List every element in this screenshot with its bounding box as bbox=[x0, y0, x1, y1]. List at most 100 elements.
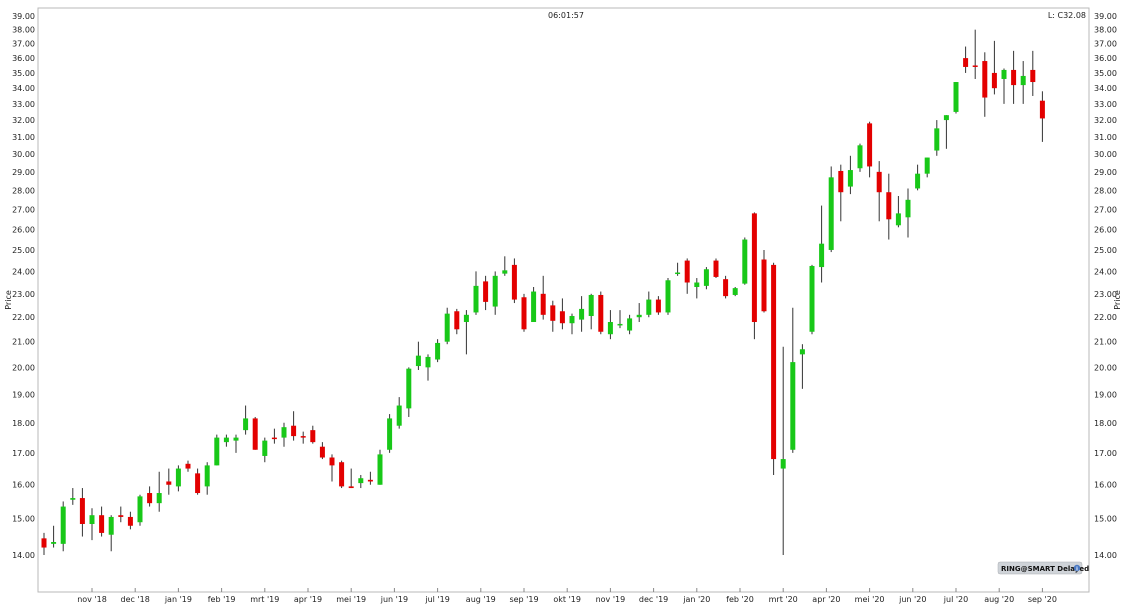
candle[interactable] bbox=[627, 314, 633, 335]
candle[interactable] bbox=[684, 258, 690, 294]
candle[interactable] bbox=[1030, 50, 1036, 96]
candle[interactable] bbox=[972, 29, 978, 79]
candle[interactable] bbox=[454, 308, 460, 335]
candle[interactable] bbox=[886, 173, 892, 240]
candle[interactable] bbox=[99, 506, 105, 537]
candle[interactable] bbox=[396, 397, 402, 429]
candle[interactable] bbox=[300, 431, 306, 444]
candle[interactable] bbox=[828, 166, 834, 253]
candle[interactable] bbox=[51, 525, 57, 548]
candle[interactable] bbox=[953, 82, 959, 114]
candle[interactable] bbox=[646, 291, 652, 318]
candle[interactable] bbox=[924, 157, 930, 178]
candle[interactable] bbox=[963, 46, 969, 73]
candle[interactable] bbox=[607, 310, 613, 340]
candle[interactable] bbox=[483, 275, 489, 311]
candle[interactable] bbox=[809, 264, 815, 335]
candle[interactable] bbox=[185, 460, 191, 472]
candle[interactable] bbox=[41, 532, 47, 555]
candle[interactable] bbox=[348, 468, 354, 489]
candle[interactable] bbox=[742, 237, 748, 285]
candle[interactable] bbox=[550, 300, 556, 332]
candle[interactable] bbox=[713, 258, 719, 279]
candle[interactable] bbox=[982, 52, 988, 117]
candle[interactable] bbox=[521, 293, 527, 332]
candle[interactable] bbox=[502, 256, 508, 276]
candle[interactable] bbox=[569, 313, 575, 335]
candle[interactable] bbox=[108, 515, 114, 552]
candle[interactable] bbox=[819, 205, 825, 283]
candle[interactable] bbox=[665, 278, 671, 315]
candle[interactable] bbox=[291, 411, 297, 441]
candle[interactable] bbox=[559, 298, 565, 330]
candle[interactable] bbox=[262, 437, 268, 463]
candle[interactable] bbox=[243, 405, 249, 435]
candle[interactable] bbox=[60, 501, 66, 552]
candle[interactable] bbox=[425, 354, 431, 381]
candle[interactable] bbox=[694, 278, 700, 299]
candle[interactable] bbox=[732, 287, 738, 297]
candle[interactable] bbox=[463, 310, 469, 355]
candle[interactable] bbox=[761, 249, 767, 313]
candle[interactable] bbox=[79, 488, 85, 537]
candle[interactable] bbox=[598, 291, 604, 335]
candle[interactable] bbox=[617, 310, 623, 329]
info-icon[interactable]: i bbox=[1073, 564, 1081, 573]
candle[interactable] bbox=[838, 164, 844, 222]
candle[interactable] bbox=[905, 188, 911, 238]
candle[interactable] bbox=[204, 462, 210, 495]
candle[interactable] bbox=[195, 468, 201, 495]
candle[interactable] bbox=[636, 303, 642, 323]
candle[interactable] bbox=[1001, 68, 1007, 104]
candle[interactable] bbox=[137, 494, 143, 526]
candle[interactable] bbox=[156, 471, 162, 512]
candle[interactable] bbox=[310, 425, 316, 444]
candle[interactable] bbox=[319, 442, 325, 460]
candle[interactable] bbox=[89, 508, 95, 541]
candle[interactable] bbox=[252, 416, 258, 450]
candle[interactable] bbox=[329, 454, 335, 482]
candle[interactable] bbox=[387, 414, 393, 453]
candle[interactable] bbox=[444, 307, 450, 345]
candle[interactable] bbox=[771, 262, 777, 475]
candle[interactable] bbox=[531, 287, 537, 323]
candle[interactable] bbox=[1011, 50, 1017, 104]
candle[interactable] bbox=[118, 506, 124, 523]
candle[interactable] bbox=[214, 434, 220, 466]
candle[interactable] bbox=[895, 195, 901, 228]
candle[interactable] bbox=[723, 275, 729, 299]
candle[interactable] bbox=[415, 341, 421, 370]
candle[interactable] bbox=[751, 212, 757, 340]
candle[interactable] bbox=[847, 155, 853, 195]
candle[interactable] bbox=[934, 120, 940, 156]
candle[interactable] bbox=[675, 262, 681, 276]
candle[interactable] bbox=[492, 271, 498, 315]
candle[interactable] bbox=[223, 434, 229, 447]
candle[interactable] bbox=[915, 164, 921, 191]
candle[interactable] bbox=[876, 161, 882, 222]
candle[interactable] bbox=[588, 293, 594, 330]
candle[interactable] bbox=[175, 465, 181, 492]
candle[interactable] bbox=[473, 271, 479, 315]
data-source-badge[interactable]: RING@SMART Delayed i bbox=[997, 561, 1089, 575]
candle[interactable] bbox=[799, 344, 805, 389]
candle[interactable] bbox=[271, 428, 277, 444]
candle[interactable] bbox=[991, 40, 997, 95]
candle[interactable] bbox=[377, 449, 383, 485]
candle[interactable] bbox=[147, 486, 153, 507]
candle[interactable] bbox=[943, 115, 949, 149]
candle[interactable] bbox=[435, 339, 441, 363]
candle[interactable] bbox=[780, 346, 786, 555]
candle[interactable] bbox=[406, 367, 412, 417]
candle[interactable] bbox=[1020, 61, 1026, 104]
candle[interactable] bbox=[233, 434, 239, 453]
candle[interactable] bbox=[655, 296, 661, 315]
candle[interactable] bbox=[367, 471, 373, 485]
candle[interactable] bbox=[790, 307, 796, 453]
candle[interactable] bbox=[166, 468, 172, 495]
candle[interactable] bbox=[1039, 91, 1045, 142]
candle[interactable] bbox=[540, 275, 546, 320]
candle[interactable] bbox=[281, 422, 287, 447]
candle[interactable] bbox=[339, 460, 345, 489]
